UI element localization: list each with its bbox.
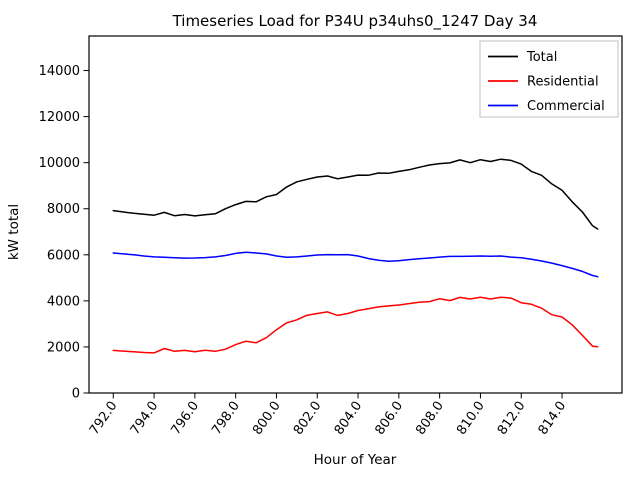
y-tick-label: 10000	[39, 156, 80, 171]
legend-entry-residential: Residential	[488, 75, 599, 90]
x-axis-label: Hour of Year	[314, 452, 397, 468]
y-tick-label: 14000	[39, 64, 80, 79]
chart-title: Timeseries Load for P34U p34uhs0_1247 Da…	[172, 12, 538, 31]
x-tick-label: 812.0	[495, 399, 529, 438]
series-line-residential	[112, 296, 599, 354]
x-tick-label: 800.0	[250, 399, 284, 438]
y-axis-label: kW total	[6, 204, 22, 260]
x-tick-label: 806.0	[372, 399, 406, 438]
y-tick-label: 2000	[47, 340, 80, 355]
x-tick-label: 794.0	[128, 399, 162, 438]
legend-label: Total	[526, 50, 557, 65]
y-tick-label: 6000	[47, 248, 80, 263]
x-tick-label: 798.0	[209, 399, 243, 438]
y-tick-label: 12000	[39, 110, 80, 125]
y-tick-label: 0	[72, 387, 80, 402]
series-line-total	[112, 158, 599, 230]
x-tick-label: 802.0	[291, 399, 325, 438]
y-tick-label: 8000	[47, 202, 80, 217]
legend-entry-total: Total	[488, 50, 557, 65]
legend-label: Commercial	[527, 99, 605, 114]
x-tick-label: 810.0	[454, 399, 488, 438]
legend-label: Residential	[527, 75, 599, 90]
x-tick-label: 804.0	[332, 399, 366, 438]
x-tick-label: 814.0	[536, 399, 570, 438]
y-tick-label: 4000	[47, 294, 80, 309]
legend: Total Residential Commercial	[479, 40, 619, 118]
x-tick-label: 808.0	[413, 399, 447, 438]
legend-entry-commercial: Commercial	[488, 99, 605, 114]
legend-frame	[479, 40, 619, 118]
series-line-commercial	[112, 251, 599, 278]
x-tick-label: 796.0	[169, 399, 203, 438]
x-tick-label: 792.0	[87, 399, 121, 438]
axes-frame	[88, 35, 623, 394]
